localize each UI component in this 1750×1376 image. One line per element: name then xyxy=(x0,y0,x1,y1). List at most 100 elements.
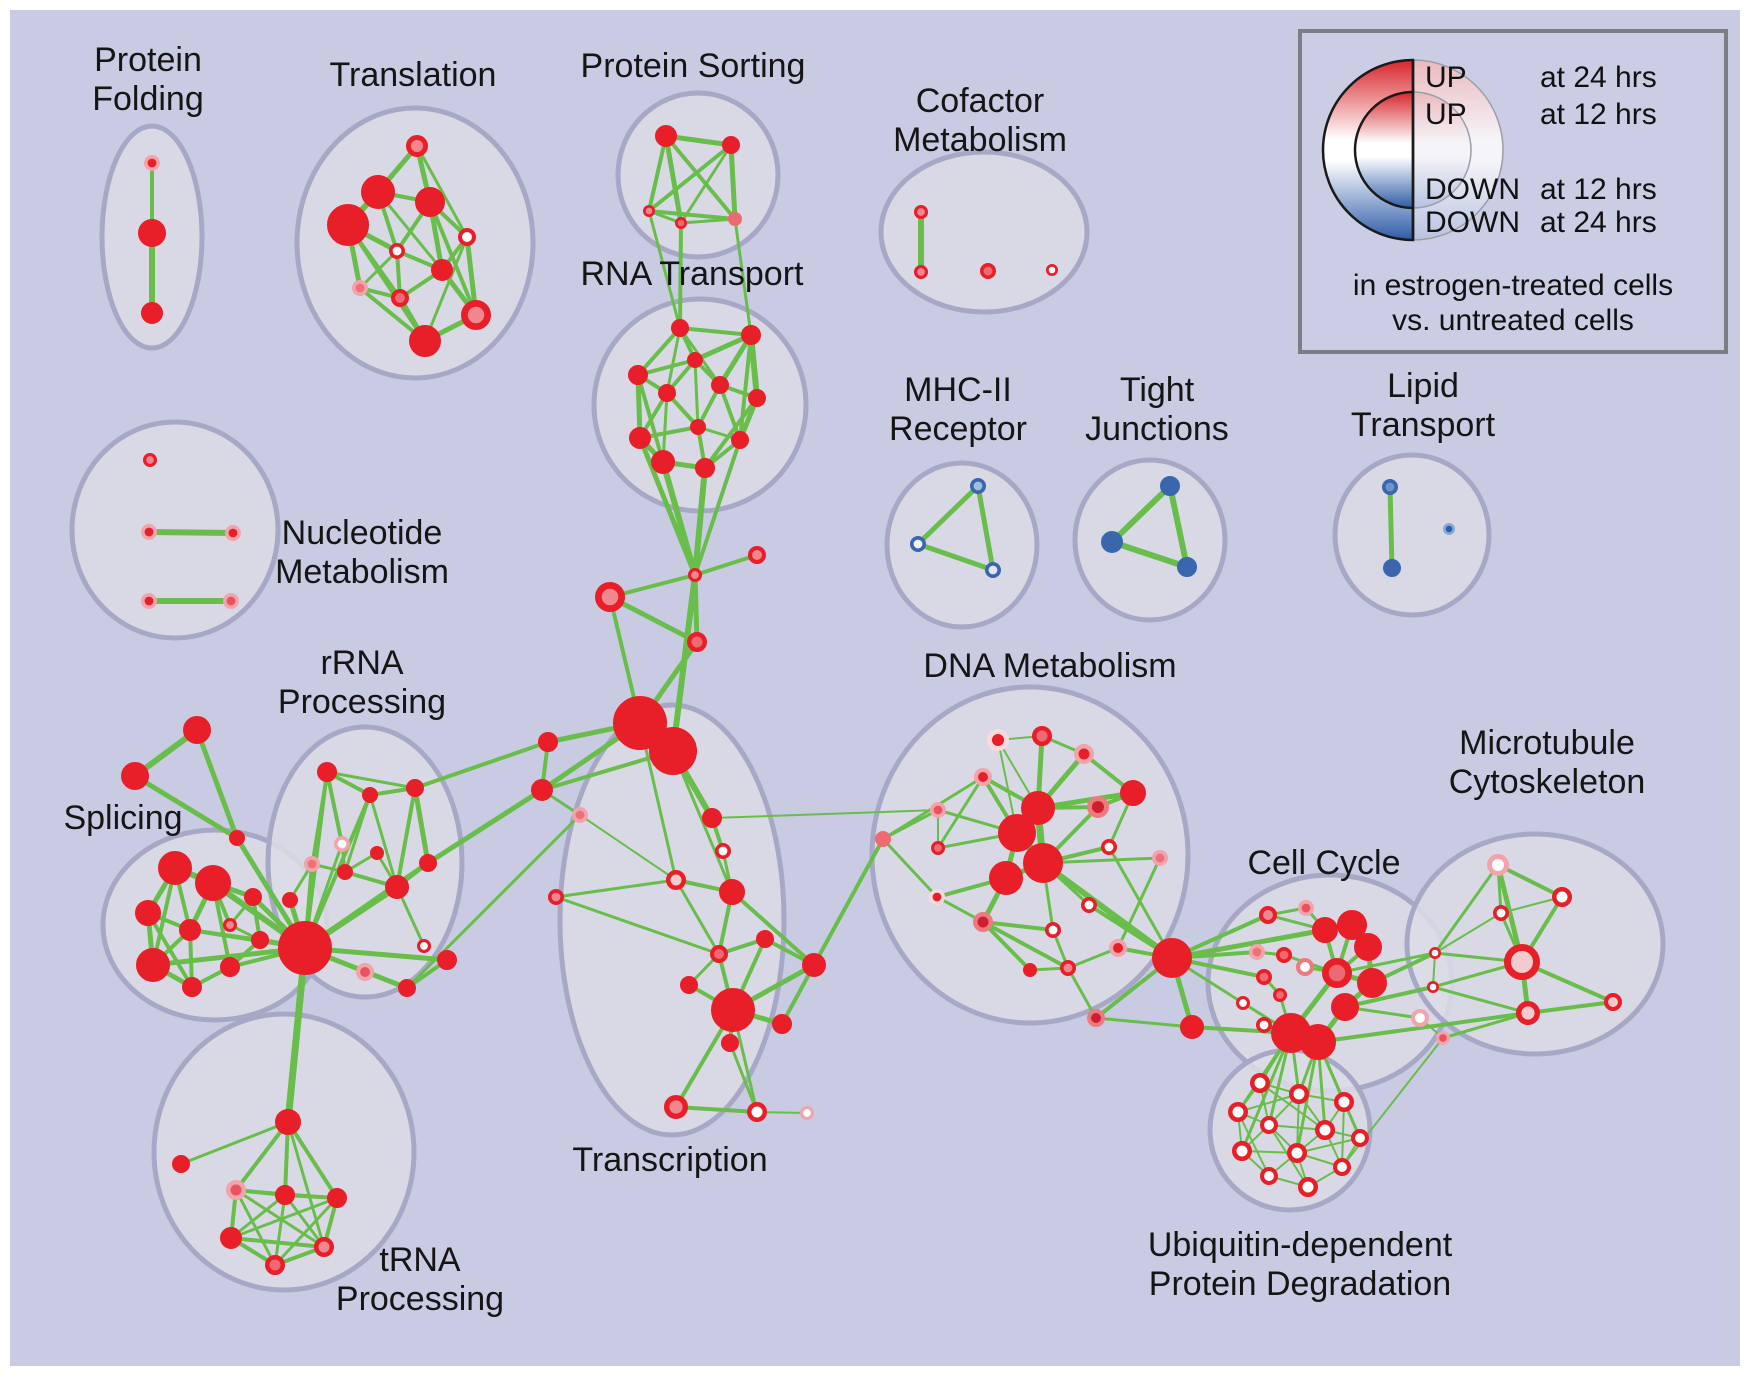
network-node-tl5[interactable] xyxy=(457,227,476,246)
network-node-rr14[interactable] xyxy=(281,891,298,908)
network-node-nm1[interactable] xyxy=(142,453,157,468)
network-node-cn2[interactable] xyxy=(530,778,553,801)
network-node-cc10[interactable] xyxy=(1256,968,1273,985)
network-node-mt3[interactable] xyxy=(1493,904,1510,921)
network-node-ub12[interactable] xyxy=(1298,1177,1318,1197)
network-node-pf2[interactable] xyxy=(137,218,166,247)
network-node-ps1[interactable] xyxy=(654,124,677,147)
network-node-dm23[interactable] xyxy=(1087,1009,1106,1028)
network-node-tr1[interactable] xyxy=(182,716,211,745)
network-node-cn3[interactable] xyxy=(571,806,588,823)
network-node-tl3[interactable] xyxy=(415,187,445,217)
network-node-dm13[interactable] xyxy=(1101,838,1118,855)
network-node-rt2[interactable] xyxy=(741,325,761,345)
network-node-dm2[interactable] xyxy=(1032,726,1052,746)
network-node-rt1[interactable] xyxy=(671,318,690,337)
network-node-lt3[interactable] xyxy=(1442,522,1455,535)
network-node-sp2[interactable] xyxy=(748,546,767,565)
network-node-lt2[interactable] xyxy=(1383,559,1402,578)
network-node-sl2[interactable] xyxy=(195,865,231,901)
network-node-cc12[interactable] xyxy=(1235,996,1250,1011)
network-node-tc7[interactable] xyxy=(710,945,729,964)
network-node-dmB[interactable] xyxy=(1152,938,1192,978)
network-node-ub6[interactable] xyxy=(1315,1120,1335,1140)
network-node-tc11[interactable] xyxy=(772,1014,792,1034)
network-node-tc10[interactable] xyxy=(711,988,755,1032)
network-node-tl4[interactable] xyxy=(327,204,369,246)
network-node-tn3[interactable] xyxy=(327,1188,347,1208)
network-node-sl9[interactable] xyxy=(243,888,262,907)
network-node-tl1[interactable] xyxy=(406,135,429,158)
network-node-mt4[interactable] xyxy=(1504,944,1540,980)
network-node-cc1[interactable] xyxy=(1259,906,1278,925)
network-node-cc2[interactable] xyxy=(1298,899,1315,916)
network-node-dm3[interactable] xyxy=(1074,744,1094,764)
network-node-dmL[interactable] xyxy=(874,830,891,847)
network-node-rr3[interactable] xyxy=(405,779,424,798)
network-node-tc5[interactable] xyxy=(547,888,564,905)
network-node-dm5[interactable] xyxy=(929,801,946,818)
network-node-tl9[interactable] xyxy=(390,288,409,307)
network-node-rt3[interactable] xyxy=(686,351,703,368)
network-node-rr12[interactable] xyxy=(355,963,374,982)
network-node-tl8[interactable] xyxy=(351,279,368,296)
network-node-ub8[interactable] xyxy=(1232,1141,1252,1161)
network-node-cc9[interactable] xyxy=(1322,958,1352,988)
network-node-tn2[interactable] xyxy=(275,1185,295,1205)
network-node-rr9[interactable] xyxy=(418,854,437,873)
network-node-tn1[interactable] xyxy=(226,1180,246,1200)
network-node-tc4[interactable] xyxy=(718,878,745,905)
network-node-cf2[interactable] xyxy=(914,265,929,280)
network-node-dm10[interactable] xyxy=(1023,843,1063,883)
network-node-dm17[interactable] xyxy=(1081,896,1098,913)
network-node-rt4[interactable] xyxy=(628,365,648,385)
network-node-rr7[interactable] xyxy=(370,846,385,861)
network-node-rr1[interactable] xyxy=(317,762,337,782)
network-node-ub3[interactable] xyxy=(1334,1092,1354,1112)
network-node-dm21[interactable] xyxy=(1109,939,1128,958)
network-node-dm4[interactable] xyxy=(974,768,993,787)
network-node-tj2[interactable] xyxy=(1100,530,1123,553)
network-node-tc6[interactable] xyxy=(802,953,827,978)
network-node-ub5[interactable] xyxy=(1260,1116,1279,1135)
network-node-ub1[interactable] xyxy=(1250,1073,1270,1093)
network-node-dm7[interactable] xyxy=(1086,795,1109,818)
network-node-dm19[interactable] xyxy=(1060,959,1077,976)
network-node-tn6[interactable] xyxy=(265,1255,285,1275)
network-node-tj3[interactable] xyxy=(1177,557,1197,577)
network-node-tc1[interactable] xyxy=(702,808,722,828)
network-node-dm9[interactable] xyxy=(998,814,1036,852)
network-node-tl10[interactable] xyxy=(461,300,491,330)
network-node-sp3[interactable] xyxy=(595,582,625,612)
network-node-rr4[interactable] xyxy=(333,835,350,852)
network-node-rt12[interactable] xyxy=(695,458,715,478)
network-node-nm5[interactable] xyxy=(223,592,240,609)
network-node-mt5[interactable] xyxy=(1515,1001,1540,1026)
network-node-rr6[interactable] xyxy=(336,863,353,880)
network-node-rt5[interactable] xyxy=(711,375,730,394)
network-node-tc9[interactable] xyxy=(680,976,699,995)
network-node-tj1[interactable] xyxy=(1160,476,1180,496)
network-node-rt9[interactable] xyxy=(628,427,651,450)
network-node-rt10[interactable] xyxy=(731,430,750,449)
network-node-cc3[interactable] xyxy=(1312,916,1339,943)
network-node-ub7[interactable] xyxy=(1351,1129,1370,1148)
network-node-cf4[interactable] xyxy=(1045,264,1058,277)
network-node-mt1[interactable] xyxy=(1486,853,1509,876)
network-node-ps3[interactable] xyxy=(642,205,655,218)
network-node-sl3[interactable] xyxy=(135,899,162,926)
network-node-hub2[interactable] xyxy=(649,727,697,775)
network-node-tr3[interactable] xyxy=(229,829,246,846)
network-node-ccB2[interactable] xyxy=(1300,1024,1336,1060)
network-node-pf3[interactable] xyxy=(141,302,164,325)
network-node-cf3[interactable] xyxy=(979,262,996,279)
network-node-mt2[interactable] xyxy=(1552,887,1572,907)
network-node-mh3[interactable] xyxy=(984,561,1001,578)
network-node-nm2[interactable] xyxy=(141,523,158,540)
network-node-cc16[interactable] xyxy=(1179,1015,1204,1040)
network-node-sl6[interactable] xyxy=(136,948,170,982)
network-node-tn4[interactable] xyxy=(220,1226,243,1249)
network-node-cc4[interactable] xyxy=(1337,910,1367,940)
network-node-cf1[interactable] xyxy=(914,204,929,219)
network-node-rt7[interactable] xyxy=(748,388,767,407)
